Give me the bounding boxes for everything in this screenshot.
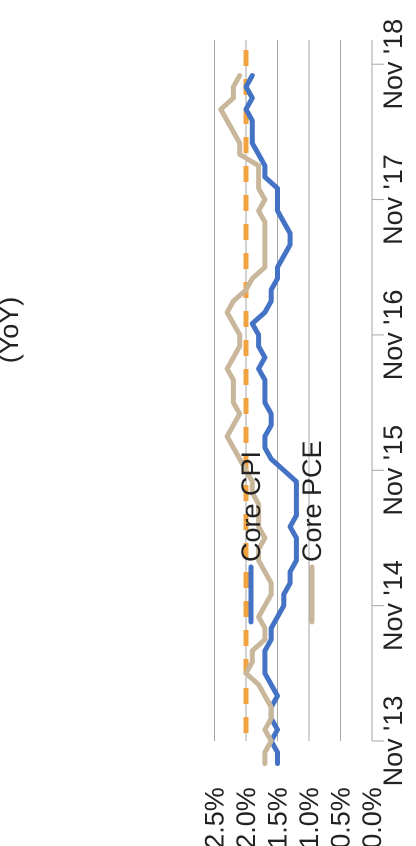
x-tick-label: Nov '14 [378,560,408,651]
y-tick-label: 0.0% [357,787,387,846]
legend-label: Core PCE [297,440,327,562]
legend: Core CPI Core PCE [236,440,327,625]
series-layer [218,73,299,767]
y-tick-label: 2.5% [200,787,230,846]
x-tick-label: Nov '16 [378,290,408,381]
chart-title: (YoY) [0,297,24,364]
y-tick-labels: 0.0%0.5%1.0%1.5%2.0%2.5% [200,787,388,846]
y-tick-label: 1.5% [263,787,293,846]
x-tick-label: Nov '18 [378,19,408,110]
y-tick-label: 2.0% [231,787,261,846]
series-line [243,73,299,767]
x-tick-label: Nov '13 [378,696,408,787]
x-tick-label: Nov '17 [378,154,408,245]
x-tick-labels: Nov '13 Nov '14 Nov '15 Nov '16 Nov '17 Nov '… [372,19,408,787]
y-tick-label: 1.0% [294,787,324,846]
x-tick-label: Nov '15 [378,425,408,516]
y-tick-label: 0.5% [326,787,356,846]
series-line [218,73,274,767]
legend-label: Core CPI [236,451,266,562]
